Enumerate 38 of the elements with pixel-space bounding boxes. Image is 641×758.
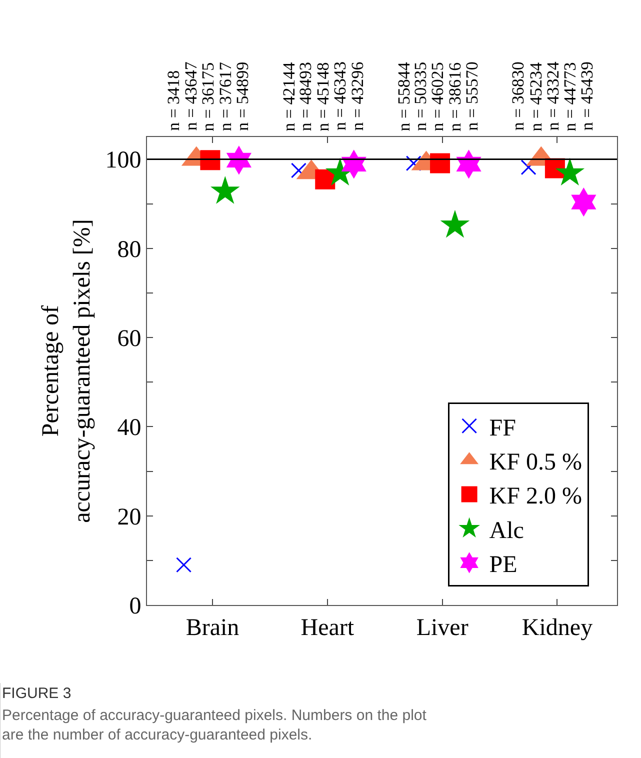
text: n = 3418 xyxy=(164,70,183,131)
text: n = 45439 xyxy=(578,62,597,131)
legend-label: PE xyxy=(489,552,518,578)
text: n = 43647 xyxy=(182,61,201,131)
text: n = 48493 xyxy=(296,62,316,132)
x-tick-label: Brain xyxy=(186,614,240,641)
text: Percentage of accuracy-guaranteed pixels. Numbers on the plot are the number of accuracy-guaranteed pixels. xyxy=(2,707,428,744)
y-tick-label: 60 xyxy=(117,326,142,352)
text: n = 54899 xyxy=(232,62,252,131)
legend-label: FF xyxy=(489,415,516,442)
text: n = 37617 xyxy=(216,62,236,132)
legend-label: KF 0.5 % xyxy=(489,449,582,476)
y-axis-title: Percentage of accuracy-guaranteed pixels [%] xyxy=(38,219,96,523)
text: n = 55570 xyxy=(462,62,482,131)
y-tick-label: 40 xyxy=(117,415,142,442)
text: FIGURE 3 xyxy=(2,685,72,702)
x-tick-label: Heart xyxy=(300,614,354,641)
y-tick-label: 0 xyxy=(129,593,142,620)
text: n = 50335 xyxy=(411,62,430,131)
text: n = 55844 xyxy=(394,62,414,132)
text: n = 44773 xyxy=(560,62,580,132)
x-tick-label: Kidney xyxy=(522,614,593,641)
text: n = 46343 xyxy=(330,61,350,131)
text: n = 46025 xyxy=(428,62,448,132)
legend-label: KF 2.0 % xyxy=(489,484,582,510)
text: n = 43324 xyxy=(544,61,563,131)
text: n = 36830 xyxy=(508,62,528,131)
y-tick-label: 80 xyxy=(117,236,142,263)
text: n = 43296 xyxy=(348,62,367,131)
text: n = 36175 xyxy=(198,62,218,132)
x-tick-label: Liver xyxy=(416,614,468,641)
text: n = 45148 xyxy=(313,62,332,132)
legend-label: Alc xyxy=(489,518,524,544)
y-tick-label: 100 xyxy=(105,148,142,174)
text: n = 42144 xyxy=(279,62,298,132)
y-tick-label: 20 xyxy=(117,504,142,530)
text: n = 38616 xyxy=(445,62,464,132)
text: n = 45234 xyxy=(526,62,546,132)
